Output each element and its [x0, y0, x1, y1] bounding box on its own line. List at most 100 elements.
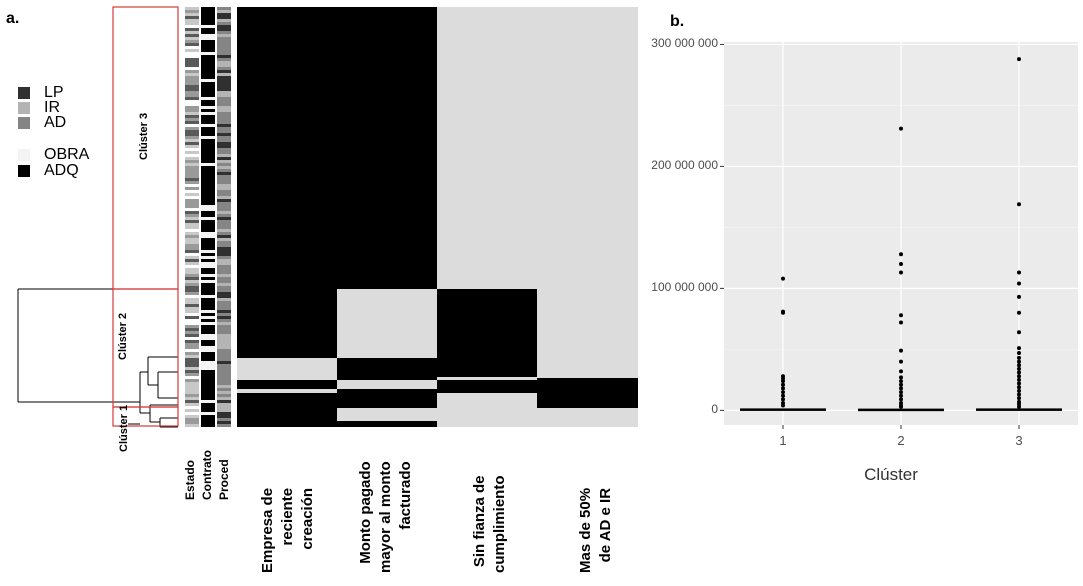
annotation-cell — [217, 295, 231, 298]
annotation-cell — [217, 82, 231, 85]
annotation-cell — [201, 127, 215, 130]
annotation-cell — [185, 154, 199, 157]
annotation-cell — [185, 310, 199, 313]
annotation-cell — [201, 307, 215, 310]
annotation-cell — [201, 22, 215, 25]
annotation-cell — [201, 277, 215, 280]
outlier-point — [781, 386, 785, 391]
annotation-cell — [217, 58, 231, 61]
annotation-cell — [185, 7, 199, 10]
annotation-cell — [185, 349, 199, 352]
outlier-point — [899, 404, 903, 409]
annotation-cell — [185, 403, 199, 406]
annotation-cell — [201, 397, 215, 400]
annotation-cell — [217, 247, 231, 250]
annotation-cell — [217, 208, 231, 211]
annotation-cell — [217, 403, 231, 406]
annotation-cell — [201, 217, 215, 220]
annotation-cell — [217, 370, 231, 373]
heatmap-cell — [437, 289, 537, 377]
annotation-cell — [201, 82, 215, 85]
annotation-cell — [201, 196, 215, 199]
annotation-cell — [217, 97, 231, 100]
annotation-cell — [217, 103, 231, 106]
annotation-cell — [201, 310, 215, 313]
cluster-2-label: Clúster 2 — [117, 312, 129, 360]
annotation-cell — [185, 151, 199, 154]
annotation-cell — [217, 394, 231, 397]
outlier-point — [1017, 270, 1021, 275]
outlier-point — [1017, 374, 1021, 379]
annotation-cell — [185, 172, 199, 175]
x-tick-label: 2 — [897, 433, 904, 448]
annotation-cell — [217, 280, 231, 283]
annotation-cell — [185, 16, 199, 19]
annotation-cell — [185, 142, 199, 145]
annotation-cell — [217, 328, 231, 331]
annotation-cell — [217, 415, 231, 418]
legend-label: LP — [44, 84, 64, 101]
annotation-cell — [201, 169, 215, 172]
annotation-cell — [217, 106, 231, 109]
annotation-cell — [217, 307, 231, 310]
annotation-cell — [217, 121, 231, 124]
annotation-cell — [217, 340, 231, 343]
heatmap-grid — [237, 7, 638, 427]
annotation-cell — [185, 109, 199, 112]
annotation-cell — [185, 73, 199, 76]
annotation-cell — [201, 406, 215, 409]
annotation-cell — [201, 208, 215, 211]
side-annotation-columns — [185, 7, 231, 427]
annotation-cell — [185, 55, 199, 58]
annotation-cell — [217, 232, 231, 235]
outlier-point — [899, 390, 903, 395]
heatmap-cell — [337, 7, 437, 289]
annotation-cell — [201, 337, 215, 340]
annotation-cell — [217, 127, 231, 130]
annotation-cell — [185, 208, 199, 211]
x-axis: 1 2 3 — [720, 43, 1023, 448]
annotation-cell — [201, 364, 215, 367]
annotation-cell — [217, 205, 231, 208]
annotation-cell — [185, 88, 199, 91]
annotation-cell — [185, 271, 199, 274]
outlier-point — [899, 320, 903, 325]
annotation-cell — [217, 388, 231, 391]
annotation-cell — [217, 301, 231, 304]
annotation-cell — [217, 367, 231, 370]
annotation-cell — [217, 352, 231, 355]
annotation-cell — [185, 391, 199, 394]
annotation-cell — [185, 31, 199, 34]
box — [858, 408, 944, 412]
annotation-cell — [217, 343, 231, 346]
annotation-cell — [185, 262, 199, 265]
annotation-cell — [201, 352, 215, 355]
heatmap — [17, 6, 638, 428]
annotation-cell — [201, 379, 215, 382]
annotation-cell — [201, 223, 215, 226]
annotation-cell — [201, 166, 215, 169]
annotation-cell — [201, 388, 215, 391]
outlier-point — [899, 403, 903, 408]
annotation-cell — [201, 58, 215, 61]
annotation-cell — [185, 28, 199, 31]
annotation-cell — [217, 43, 231, 46]
annotation-cell — [185, 82, 199, 85]
annotation-cell — [201, 241, 215, 244]
y-tick-label: 0 — [711, 402, 718, 417]
annotation-cell — [201, 19, 215, 22]
annotation-cell — [201, 28, 215, 31]
heatmap-cell — [337, 389, 437, 393]
annotation-cell — [185, 292, 199, 295]
annotation-cell — [185, 304, 199, 307]
outlier-point — [899, 393, 903, 398]
annotation-cell — [201, 325, 215, 328]
heatmap-cell — [437, 380, 537, 393]
annotation-cell — [185, 127, 199, 130]
annotation-cell — [185, 400, 199, 403]
annotation-cell — [201, 331, 215, 334]
annotation-cell — [217, 31, 231, 34]
annotation-cell — [217, 283, 231, 286]
annotation-cell — [185, 220, 199, 223]
annotation-cell — [185, 79, 199, 82]
